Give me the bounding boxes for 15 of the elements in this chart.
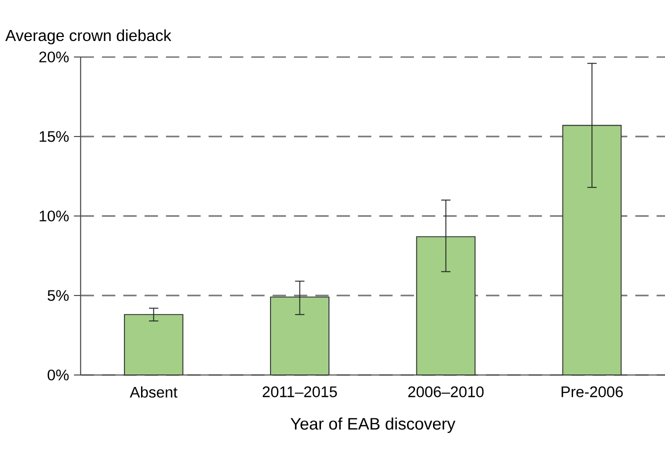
y-tick-label: 10% — [40, 210, 69, 222]
x-tick-label: 2006–2010 — [408, 386, 484, 398]
x-tick-label: 2011–2015 — [262, 386, 337, 398]
bar — [416, 236, 476, 376]
y-tick-label: 5% — [48, 290, 69, 301]
x-tick-label: Absent — [130, 386, 178, 398]
bar — [270, 296, 330, 376]
x-axis-title: Year of EAB discovery — [290, 417, 456, 433]
bar — [562, 124, 622, 376]
y-tick-label: 20% — [39, 52, 69, 62]
y-axis-title: Average crown dieback — [5, 29, 172, 44]
bar — [124, 314, 184, 376]
x-tick-label: Pre-2006 — [562, 386, 623, 398]
y-tick-label: 0% — [48, 370, 69, 380]
y-tick-label: 15% — [40, 131, 69, 142]
